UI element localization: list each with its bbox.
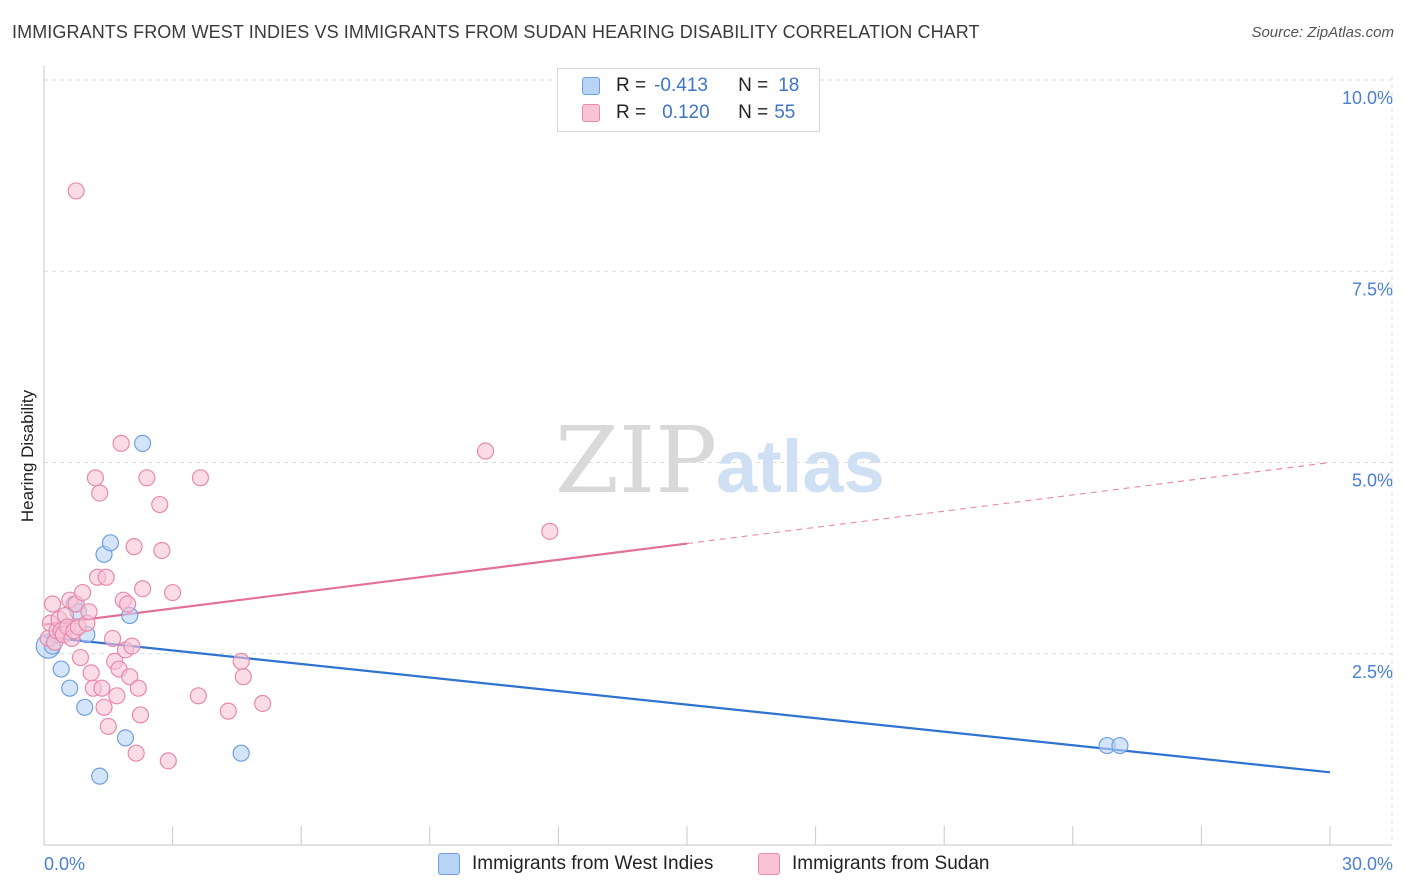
- data-point-blue: [101, 534, 120, 552]
- data-point-pink: [103, 629, 122, 648]
- data-point-pink: [91, 484, 109, 502]
- y-tick-label: 2.5%: [1352, 662, 1393, 682]
- data-point-pink: [118, 595, 137, 613]
- data-point-pink: [112, 434, 130, 452]
- watermark: ZIP atlas: [555, 407, 885, 514]
- bottom-legend-label: Immigrants from Sudan: [792, 853, 990, 874]
- data-point-pink: [125, 538, 143, 556]
- data-point-pink: [121, 668, 139, 686]
- data-point-blue: [232, 744, 250, 762]
- legend-swatch-blue: [582, 77, 600, 95]
- data-point-blue: [52, 660, 70, 678]
- data-point-pink: [164, 583, 182, 602]
- data-point-blue: [91, 767, 109, 785]
- data-point-pink: [234, 668, 252, 686]
- data-point-pink: [82, 664, 100, 682]
- y-tick-label: 7.5%: [1352, 279, 1393, 299]
- data-point-blue: [76, 698, 94, 716]
- bottom-legend-label: Immigrants from West Indies: [472, 853, 714, 874]
- data-point-pink: [191, 469, 210, 487]
- y-tick-label: 10.0%: [1342, 88, 1393, 108]
- source-label: Source: ZipAtlas.com: [1251, 24, 1394, 41]
- legend-n-label: N =: [738, 75, 769, 96]
- data-point-blue: [116, 729, 135, 747]
- legend-r-label: R =: [616, 75, 647, 96]
- legend-r-value: 0.120: [662, 102, 710, 123]
- data-point-blue: [1111, 736, 1129, 755]
- data-point-pink: [131, 706, 150, 724]
- data-point-pink: [93, 679, 111, 697]
- data-point-pink: [127, 744, 145, 762]
- data-point-pink: [123, 637, 141, 655]
- data-point-pink: [541, 522, 559, 540]
- data-point-pink: [129, 679, 147, 697]
- data-point-pink: [108, 687, 126, 705]
- data-points: [35, 182, 1129, 785]
- legend-n-value: 55: [774, 102, 796, 123]
- data-point-pink: [153, 541, 171, 560]
- data-point-pink: [99, 717, 117, 736]
- chart-title: IMMIGRANTS FROM WEST INDIES VS IMMIGRANT…: [12, 22, 980, 42]
- bottom-legend-swatch-blue: [438, 853, 460, 875]
- y-tick-label: 5.0%: [1352, 471, 1393, 491]
- legend-row-west-indies: R = -0.413 N = 18: [582, 73, 799, 99]
- data-point-pink: [73, 583, 92, 602]
- bottom-legend-swatch-pink: [758, 853, 780, 875]
- bottom-legend-west-indies: Immigrants from West Indies: [438, 851, 713, 877]
- data-point-pink: [138, 469, 156, 487]
- legend-swatch-pink: [582, 104, 600, 122]
- data-point-pink: [86, 469, 105, 487]
- data-point-pink: [151, 495, 169, 514]
- data-point-pink: [254, 694, 272, 713]
- x-tick-label: 30.0%: [1342, 854, 1393, 874]
- y-axis-label: Hearing Disability: [18, 389, 37, 522]
- data-point-blue: [133, 434, 152, 452]
- data-point-pink: [189, 687, 207, 705]
- data-point-pink: [43, 595, 62, 613]
- x-tick-label: 0.0%: [44, 854, 85, 874]
- data-point-pink: [97, 568, 115, 586]
- tick-labels: 2.5% 5.0% 7.5% 10.0% 0.0% 30.0%: [44, 88, 1393, 874]
- legend-row-sudan: R = 0.120 N = 55: [582, 100, 795, 126]
- data-point-pink: [95, 698, 113, 716]
- watermark-atlas: atlas: [716, 425, 885, 508]
- axes: [43, 66, 1392, 846]
- data-point-blue: [61, 679, 79, 697]
- legend-r-label: R =: [616, 102, 647, 123]
- trend-line-pink: [43, 542, 688, 626]
- gridlines: [44, 76, 1393, 845]
- data-point-pink: [133, 580, 152, 598]
- data-point-pink: [159, 752, 177, 770]
- legend-n-label: N =: [738, 102, 769, 123]
- data-point-pink: [232, 652, 250, 671]
- legend-n-value: 18: [778, 75, 800, 96]
- data-point-pink: [67, 182, 85, 200]
- legend-r-value: -0.413: [654, 75, 708, 96]
- data-point-pink: [80, 603, 98, 621]
- bottom-legend-sudan: Immigrants from Sudan: [758, 851, 989, 877]
- data-point-pink: [71, 648, 90, 667]
- data-point-pink: [219, 702, 237, 720]
- data-point-pink: [476, 442, 495, 460]
- correlation-legend: R = -0.413 N = 18 R = 0.120 N = 55: [557, 68, 820, 132]
- watermark-zip: ZIP: [555, 407, 717, 514]
- trend-line-extension-pink: [686, 461, 1331, 545]
